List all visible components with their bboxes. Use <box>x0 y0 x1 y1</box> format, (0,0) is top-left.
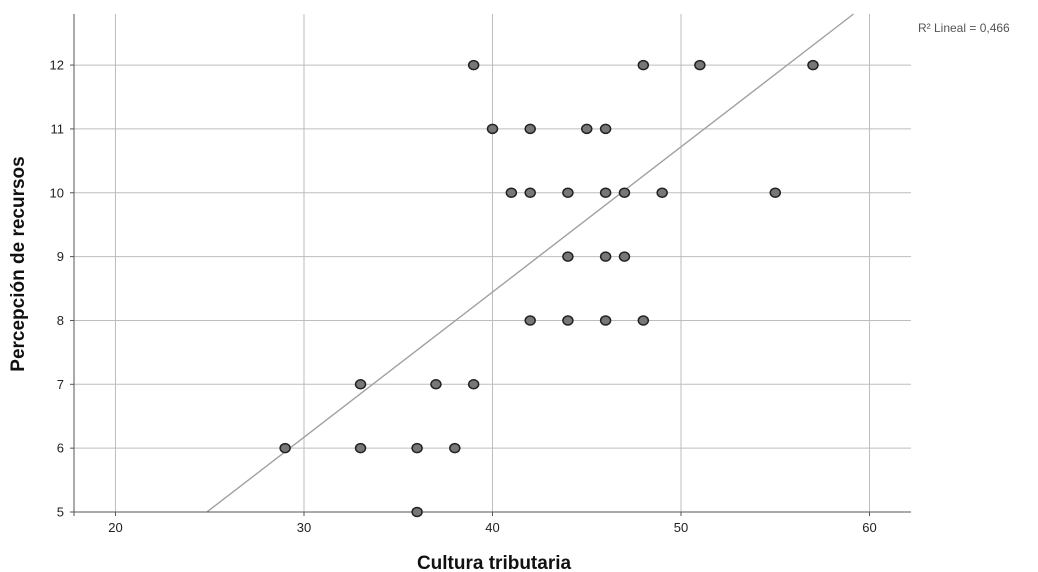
y-tick-label: 6 <box>57 441 64 456</box>
x-tick-labels: 20 30 40 50 60 <box>108 520 877 535</box>
data-point <box>599 187 612 199</box>
y-tick-label: 7 <box>57 377 64 392</box>
data-point <box>449 442 461 454</box>
data-point <box>599 251 612 262</box>
data-point <box>618 187 631 199</box>
x-tick-label: 40 <box>485 520 499 535</box>
axes <box>70 14 911 516</box>
data-point <box>694 59 706 71</box>
data-point <box>599 315 612 326</box>
data-points <box>279 59 819 518</box>
y-tick-label: 9 <box>57 249 64 264</box>
data-point <box>524 187 536 199</box>
y-tick-label: 11 <box>51 121 65 136</box>
y-axis-title: Percepción de recursos <box>8 156 29 371</box>
grid-lines <box>74 14 911 513</box>
data-point <box>637 315 650 326</box>
data-point <box>637 59 650 71</box>
y-tick-label: 12 <box>50 58 64 73</box>
y-tick-label: 8 <box>57 313 64 328</box>
data-point <box>524 123 536 135</box>
x-axis-title: Cultura tributaria <box>417 553 572 572</box>
data-point <box>430 379 442 390</box>
data-point <box>562 251 574 262</box>
data-point <box>411 506 423 518</box>
y-tick-labels: 5 6 7 8 9 10 11 12 <box>50 58 64 520</box>
data-point <box>769 187 782 199</box>
data-point <box>562 187 574 199</box>
data-point <box>656 187 668 199</box>
data-point <box>618 251 631 262</box>
linear-fit-line <box>206 13 854 513</box>
data-point <box>599 123 612 135</box>
data-point <box>524 315 536 326</box>
y-tick-label: 5 <box>57 505 64 520</box>
data-point <box>581 123 593 135</box>
data-point <box>279 442 291 454</box>
x-tick-label: 50 <box>674 520 688 535</box>
data-point <box>467 59 480 71</box>
data-point <box>354 379 367 390</box>
x-tick-label: 60 <box>862 520 876 535</box>
r-squared-annotation: R² Lineal = 0,466 <box>918 21 1010 35</box>
data-point <box>467 379 480 390</box>
x-tick-label: 20 <box>108 520 122 535</box>
data-point <box>562 315 574 326</box>
data-point <box>411 442 423 454</box>
data-point <box>486 123 499 135</box>
data-point <box>354 442 367 454</box>
data-point <box>807 59 819 71</box>
data-point <box>505 187 518 199</box>
y-tick-label: 10 <box>50 185 64 200</box>
x-tick-label: 30 <box>297 520 311 535</box>
